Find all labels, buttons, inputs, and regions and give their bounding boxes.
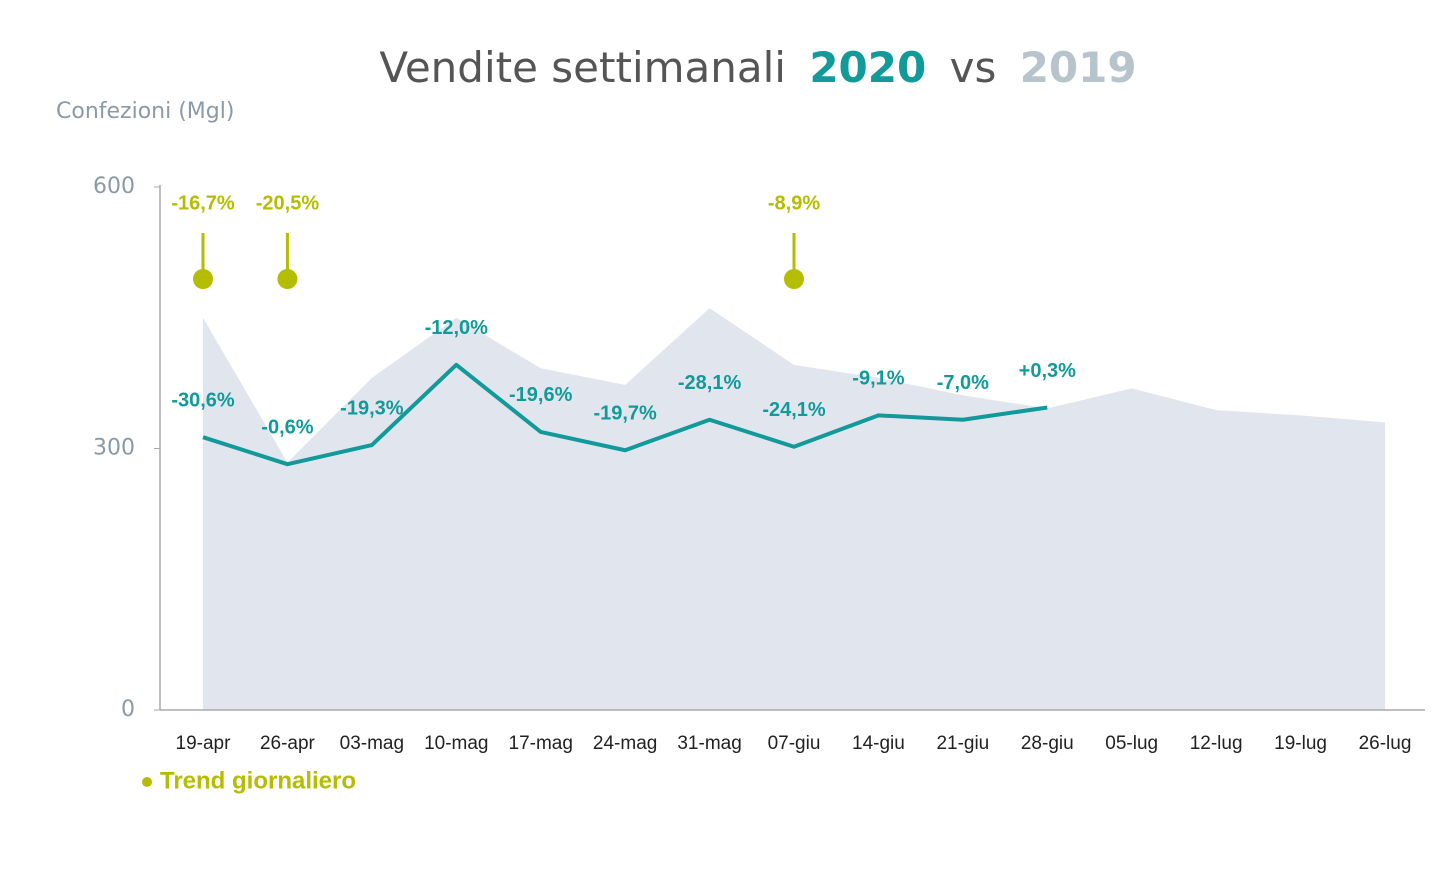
x-tick-label: 12-lug <box>1190 733 1243 754</box>
x-tick-label: 31-mag <box>677 733 741 754</box>
title-series-2020: 2020 <box>809 43 926 92</box>
change-label: -30,6% <box>171 389 235 411</box>
x-tick-label: 19-apr <box>176 733 232 754</box>
x-tick-label: 17-mag <box>509 733 573 754</box>
change-label: -19,7% <box>593 403 657 425</box>
x-tick-label: 21-giu <box>936 733 989 754</box>
x-tick-label: 26-apr <box>260 733 316 754</box>
trend-marker <box>784 269 804 289</box>
change-label: -28,1% <box>678 372 742 394</box>
legend-label: Trend giornaliero <box>160 767 356 794</box>
y-tick-label: 0 <box>121 697 135 722</box>
x-tick-label: 26-lug <box>1359 733 1412 754</box>
x-tick-label: 28-giu <box>1021 733 1074 754</box>
trend-label: -16,7% <box>171 192 235 214</box>
change-label: -0,6% <box>261 416 313 438</box>
x-tick-label: 07-giu <box>768 733 821 754</box>
x-tick-label: 05-lug <box>1105 733 1158 754</box>
trend-marker <box>193 269 213 289</box>
change-label: -9,1% <box>852 368 904 390</box>
y-tick-label: 300 <box>93 436 135 461</box>
x-tick-label: 14-giu <box>852 733 905 754</box>
trend-marker <box>277 269 298 289</box>
change-label: -7,0% <box>937 372 989 394</box>
y-tick-label: 600 <box>93 174 135 199</box>
change-label: +0,3% <box>1019 360 1076 382</box>
area-2019 <box>203 308 1385 710</box>
x-tick-label: 03-mag <box>340 733 404 754</box>
chart-title: Vendite settimanali 2020 vs 2019 <box>379 43 1136 92</box>
title-vs: vs <box>950 43 997 92</box>
change-label: -24,1% <box>762 399 826 421</box>
change-label: -12,0% <box>425 317 489 339</box>
trend-label: -20,5% <box>256 192 320 214</box>
line-2020 <box>202 362 1048 467</box>
x-tick-label: 24-mag <box>593 733 657 754</box>
title-series-2019: 2019 <box>1020 43 1137 92</box>
trend-label: -8,9% <box>768 192 820 214</box>
x-tick-label: 19-lug <box>1274 733 1327 754</box>
title-text: Vendite settimanali <box>379 43 786 92</box>
legend-marker <box>142 777 152 787</box>
x-tick-label: 10-mag <box>424 733 488 754</box>
change-label: -19,3% <box>340 397 404 419</box>
y-axis-label: Confezioni (Mgl) <box>56 99 234 124</box>
change-label: -19,6% <box>509 384 573 406</box>
